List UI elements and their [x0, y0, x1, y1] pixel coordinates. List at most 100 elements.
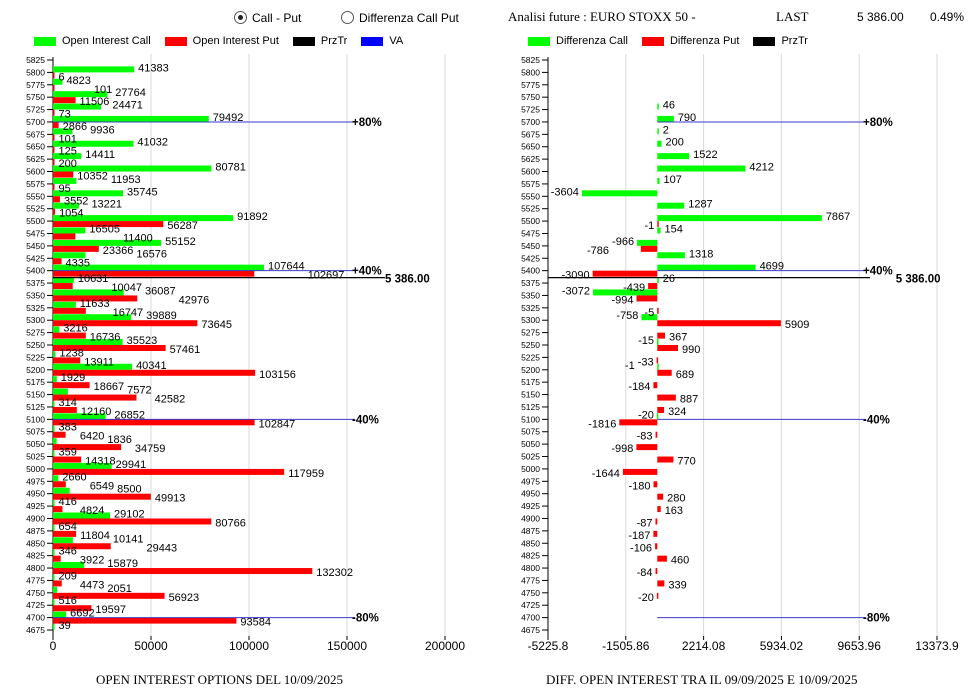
- x-tick-label: 0: [50, 639, 57, 653]
- data-label: 990: [682, 344, 700, 356]
- put-bar-5275: [53, 332, 86, 339]
- data-label: 13221: [91, 199, 122, 211]
- call-bar-5450: [53, 239, 162, 246]
- va-label: -40%: [863, 414, 890, 426]
- put-bar-4825: [657, 555, 667, 562]
- put-bar-5750: [53, 97, 76, 104]
- y-tick-label: 5650: [521, 142, 540, 152]
- y-tick-label: 4750: [26, 588, 45, 598]
- call-bar-5800: [53, 66, 135, 73]
- x-tick-label: 13373.9: [915, 639, 959, 653]
- call-bar-4800: [53, 562, 85, 569]
- data-label: 10352: [77, 171, 108, 183]
- put-bar-5325: [657, 307, 659, 314]
- y-tick-label: 5325: [521, 303, 540, 313]
- legend-item-diff-put: Differenza Put: [641, 35, 739, 47]
- put-bar-5250: [657, 345, 678, 351]
- call-bar-5475: [657, 227, 661, 234]
- chart-right-title: DIFF. OPEN INTEREST TRA IL 09/09/2025 E …: [546, 672, 858, 687]
- data-label: 3216: [63, 323, 87, 335]
- y-tick-label: 5625: [521, 154, 540, 164]
- data-label: 42582: [155, 394, 186, 406]
- data-label: -994: [611, 294, 633, 306]
- put-bar-5050: [53, 444, 122, 451]
- x-tick-label: 100000: [229, 639, 269, 653]
- va-label: +40%: [863, 266, 893, 278]
- data-label: 7572: [127, 385, 151, 397]
- call-bar-5275: [53, 326, 60, 333]
- put-bar-4800: [53, 568, 313, 575]
- put-bar-4850: [53, 543, 111, 550]
- y-tick-label: 5375: [26, 278, 45, 288]
- data-label: -20: [638, 592, 654, 604]
- put-bar-4900: [53, 518, 212, 525]
- legend-swatch: [528, 36, 550, 46]
- data-label: 3552: [64, 195, 88, 207]
- y-tick-label: 5625: [26, 154, 45, 164]
- data-label: 10631: [78, 273, 109, 285]
- last-value: 5 386.00: [857, 10, 904, 24]
- data-label: 12160: [81, 406, 112, 418]
- call-bar-5675: [657, 128, 659, 135]
- legend-swatch: [641, 36, 664, 46]
- call-bar-5125: [53, 400, 55, 407]
- data-label: -758: [616, 310, 638, 322]
- put-bar-4725: [53, 605, 92, 612]
- call-bar-5350: [53, 289, 124, 296]
- data-label: -20: [638, 409, 654, 421]
- call-bar-5625: [53, 153, 82, 160]
- data-label: 4212: [749, 162, 773, 174]
- x-tick-label: 2214.08: [682, 639, 726, 653]
- data-label: 102697: [308, 270, 345, 282]
- data-label: 314: [59, 397, 77, 409]
- data-label: 163: [665, 505, 683, 517]
- data-label: 6: [59, 71, 65, 83]
- data-label: 107: [664, 174, 682, 186]
- data-label: 125: [59, 146, 77, 158]
- data-label: 16576: [136, 248, 167, 260]
- radio-call-put[interactable]: Call - Put: [234, 11, 301, 25]
- y-tick-label: 5125: [26, 402, 45, 412]
- data-label: -180: [628, 480, 650, 492]
- legend-swatch: [34, 36, 56, 46]
- legend-label: Open Interest Call: [62, 35, 151, 47]
- data-label: 16736: [90, 332, 121, 344]
- data-label: 1238: [59, 347, 83, 359]
- data-label: 154: [665, 223, 683, 235]
- put-bar-5125: [657, 406, 665, 413]
- data-label: -786: [587, 245, 609, 257]
- y-tick-label: 5175: [26, 377, 45, 387]
- y-tick-label: 5500: [26, 216, 45, 226]
- call-bar-5025: [53, 450, 55, 457]
- y-tick-label: 5050: [26, 439, 45, 449]
- y-tick-label: 5675: [521, 129, 540, 139]
- y-tick-label: 5350: [26, 290, 45, 300]
- put-bar-4950: [53, 493, 151, 500]
- y-tick-label: 5325: [26, 303, 45, 313]
- data-label: -3604: [551, 186, 579, 198]
- call-bar-5050: [53, 438, 57, 445]
- data-label: 101: [94, 84, 112, 96]
- radio-differenza[interactable]: Differenza Call Put: [341, 11, 459, 25]
- call-bar-5650: [53, 140, 134, 147]
- y-tick-label: 4975: [521, 476, 540, 486]
- data-label: -1: [644, 220, 654, 232]
- put-bar-5225: [656, 357, 659, 364]
- y-tick-label: 5375: [521, 278, 540, 288]
- y-tick-label: 5475: [26, 228, 45, 238]
- radio-unselected-icon: [341, 11, 354, 24]
- call-bar-5300: [641, 314, 658, 321]
- y-tick-label: 5350: [521, 290, 540, 300]
- va-label: +80%: [352, 117, 382, 129]
- put-bar-5300: [657, 320, 781, 327]
- y-tick-label: 5425: [26, 253, 45, 263]
- call-bar-5100: [53, 413, 106, 420]
- y-tick-label: 5550: [26, 191, 45, 201]
- put-bar-5400: [53, 270, 255, 277]
- data-label: 2051: [107, 583, 131, 595]
- data-label: 1836: [107, 434, 131, 446]
- y-tick-label: 4975: [26, 476, 45, 486]
- call-bar-5250: [53, 339, 123, 345]
- legend-label: PrzTr: [781, 35, 808, 47]
